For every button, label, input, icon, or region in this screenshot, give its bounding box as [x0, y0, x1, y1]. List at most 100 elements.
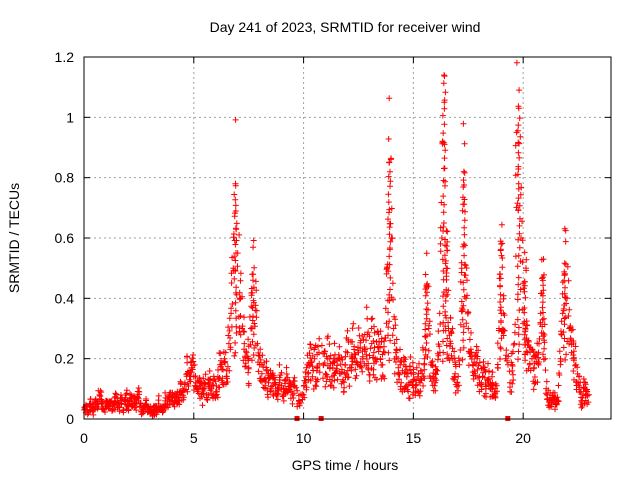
data-point — [522, 294, 529, 301]
data-point — [385, 191, 392, 198]
data-point — [267, 388, 274, 395]
data-point — [385, 173, 392, 180]
data-point — [378, 339, 385, 345]
data-point — [389, 235, 396, 242]
data-point — [497, 291, 504, 298]
data-point — [457, 321, 464, 328]
data-point — [155, 392, 162, 399]
data-point — [116, 404, 123, 411]
data-point — [228, 280, 235, 286]
data-point — [540, 356, 547, 363]
y-tick-label: 0.2 — [55, 351, 75, 367]
data-point — [510, 371, 516, 378]
data-point — [321, 350, 328, 357]
data-point — [218, 357, 224, 364]
data-point — [344, 349, 351, 356]
data-point — [460, 194, 466, 201]
data-point — [233, 226, 240, 233]
data-point — [570, 340, 577, 346]
data-point — [561, 270, 568, 277]
data-point — [516, 230, 523, 237]
data-point — [352, 366, 359, 373]
data-point — [362, 346, 369, 353]
data-point — [314, 365, 321, 372]
data-point — [440, 177, 447, 184]
data-point — [190, 352, 197, 358]
data-point — [416, 392, 423, 399]
data-point — [455, 382, 462, 389]
data-point — [386, 291, 393, 298]
data-point — [184, 354, 191, 360]
data-point — [498, 252, 505, 259]
data-point — [438, 235, 445, 241]
data-point — [245, 369, 252, 376]
data-point — [326, 341, 333, 348]
data-point — [540, 282, 547, 289]
data-point — [466, 336, 473, 343]
axis-ticks: 0 0.2 0.4 0.6 0.8 1 1.2 0 5 10 15 20 — [55, 49, 611, 446]
data-point — [330, 384, 337, 391]
data-point — [444, 238, 451, 245]
data-point — [570, 357, 577, 364]
data-point — [460, 286, 467, 293]
data-point — [345, 374, 352, 381]
data-point — [189, 355, 196, 362]
data-point — [440, 349, 447, 356]
data-point — [517, 286, 524, 293]
data-point — [204, 397, 211, 403]
data-point — [404, 386, 411, 393]
data-point — [534, 379, 541, 386]
data-point — [497, 345, 504, 352]
data-point — [227, 335, 233, 341]
data-point — [441, 155, 448, 162]
data-point — [222, 349, 229, 356]
data-point — [463, 320, 470, 327]
data-point — [316, 369, 323, 376]
data-point — [451, 376, 458, 383]
data-point — [500, 292, 507, 299]
data-point — [303, 384, 310, 391]
data-point — [424, 289, 430, 296]
data-point — [306, 350, 313, 357]
data-point — [307, 377, 314, 384]
data-point — [385, 324, 392, 331]
x-tick-label: 5 — [190, 430, 198, 446]
data-point — [515, 274, 522, 281]
data-point — [386, 318, 393, 325]
data-point — [460, 120, 467, 127]
data-point — [531, 380, 538, 387]
data-point — [511, 340, 518, 347]
data-point — [561, 335, 568, 342]
data-point — [465, 325, 472, 332]
data-point — [435, 328, 442, 335]
data-point — [249, 357, 255, 364]
data-point — [253, 307, 260, 314]
data-point — [556, 348, 563, 355]
data-point — [237, 331, 244, 338]
data-point — [191, 361, 198, 368]
data-point — [522, 326, 529, 333]
data-point — [241, 329, 248, 335]
data-point — [336, 343, 343, 350]
data-point — [515, 252, 522, 259]
data-point — [316, 335, 323, 342]
data-point — [440, 220, 447, 226]
data-point — [432, 387, 439, 394]
data-point — [440, 303, 447, 310]
data-point — [576, 373, 583, 380]
data-point — [377, 355, 384, 362]
data-point — [464, 277, 470, 284]
data-point — [452, 359, 459, 366]
data-point — [290, 377, 297, 384]
data-point — [309, 363, 316, 370]
data-point — [396, 376, 402, 383]
data-point — [523, 335, 530, 342]
data-point — [516, 154, 523, 161]
data-point — [509, 380, 516, 387]
data-point — [227, 344, 234, 351]
data-point — [498, 335, 505, 342]
data-point — [505, 353, 512, 360]
data-point — [511, 329, 518, 336]
data-point — [497, 307, 504, 314]
data-point — [555, 398, 562, 405]
